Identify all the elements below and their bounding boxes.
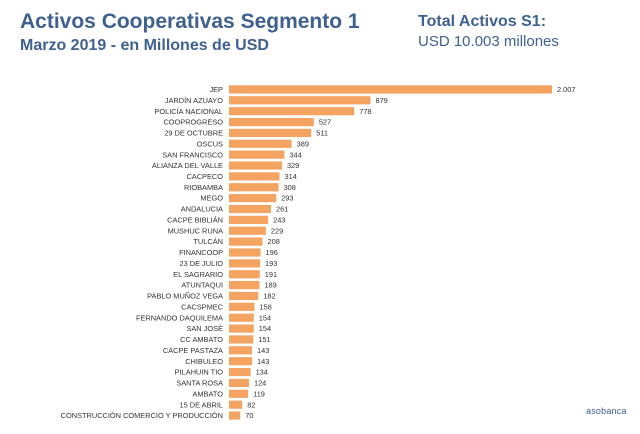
- category-label: ATUNTAQUI: [181, 281, 223, 290]
- category-label: FERNANDO DAQUILEMA: [136, 313, 223, 322]
- category-label: JARDÍN AZUAYO: [165, 96, 223, 105]
- value-label: 2.007: [557, 85, 576, 94]
- value-label: 134: [256, 368, 268, 377]
- value-label: 70: [245, 411, 253, 420]
- value-label: 243: [273, 215, 285, 224]
- bar: [229, 183, 279, 192]
- value-label: 344: [289, 150, 301, 159]
- bar: [229, 161, 282, 170]
- value-label: 879: [375, 96, 387, 105]
- bar: [229, 139, 292, 148]
- bar: [229, 357, 253, 366]
- bar: [229, 367, 251, 377]
- bar: [229, 302, 255, 311]
- total-assets-value: USD 10.003 millones: [418, 33, 559, 50]
- value-label: 329: [287, 161, 299, 170]
- bar: [229, 172, 280, 181]
- value-label: 314: [285, 172, 297, 181]
- value-label: 229: [271, 226, 283, 235]
- category-label: CHIBULEO: [185, 357, 223, 366]
- bar: [229, 117, 314, 127]
- category-label: OSCUS: [197, 139, 223, 148]
- category-label: COOPROGRESO: [163, 118, 223, 127]
- bar: [229, 128, 312, 138]
- category-label: AMBATO: [192, 389, 223, 398]
- asobanca-logo: asobanca: [586, 406, 627, 416]
- category-label: RIOBAMBA: [184, 183, 223, 192]
- bar: [229, 389, 249, 398]
- bar: [229, 226, 266, 235]
- category-label: SANTA ROSA: [176, 379, 223, 388]
- category-label: PABLO MUÑOZ VEGA: [147, 292, 223, 301]
- category-label: CACSPMEC: [181, 302, 224, 311]
- category-label: ANDALUCIA: [181, 205, 223, 214]
- chart-title: Activos Cooperativas Segmento 1: [20, 10, 360, 33]
- bar: [229, 107, 355, 116]
- category-label: 23 DE JULIO: [179, 259, 223, 268]
- category-label: FINANCOOP: [179, 248, 223, 257]
- category-label: EL SAGRARIO: [173, 270, 223, 279]
- total-assets-label: Total Activos S1:: [418, 13, 547, 30]
- value-label: 208: [267, 237, 279, 246]
- bar: [229, 96, 371, 105]
- category-label: POLICÍA NACIONAL: [154, 107, 223, 116]
- value-label: 196: [266, 248, 278, 257]
- value-label: 261: [276, 205, 288, 214]
- category-label: MEGO: [200, 194, 223, 203]
- bar: [229, 215, 269, 224]
- category-label: SAN FRANCISCO: [162, 150, 223, 159]
- value-label: 293: [281, 194, 293, 203]
- category-label: PILAHUIN TIO: [175, 368, 224, 377]
- value-label: 82: [247, 400, 255, 409]
- value-label: 189: [264, 281, 276, 290]
- category-label: SAN JOSÉ: [186, 324, 223, 333]
- bar: [229, 291, 259, 301]
- value-label: 143: [257, 357, 269, 366]
- bar: [229, 378, 249, 388]
- value-label: 511: [316, 129, 328, 138]
- bar: [229, 411, 241, 420]
- category-label: CACPECO: [186, 172, 223, 181]
- category-label: CACPE BIBLIÁN: [167, 215, 223, 224]
- value-label: 143: [257, 346, 269, 355]
- category-label: JEP: [209, 85, 223, 94]
- category-label: CONSTRUCCIÓN COMERCIO Y PRODUCCIÓN: [61, 411, 223, 420]
- category-label: 29 DE OCTUBRE: [164, 129, 223, 138]
- value-label: 527: [319, 118, 331, 127]
- value-label: 151: [258, 335, 270, 344]
- bar: [229, 346, 253, 355]
- bar: [229, 280, 260, 290]
- category-label: MUSHUC RUNA: [168, 226, 224, 235]
- bar: [229, 85, 552, 94]
- value-label: 389: [297, 139, 309, 148]
- value-label: 119: [253, 389, 265, 398]
- bar: [229, 204, 272, 214]
- bar: [229, 237, 263, 246]
- bar: [229, 194, 277, 203]
- value-label: 778: [359, 107, 371, 116]
- category-label: CACPE PASTAZA: [163, 346, 223, 355]
- bar: [229, 313, 254, 322]
- value-label: 154: [259, 313, 271, 322]
- value-label: 158: [259, 302, 271, 311]
- category-label: ALIANZA DEL VALLE: [152, 161, 223, 170]
- value-label: 124: [254, 379, 266, 388]
- category-label: 15 DE ABRIL: [179, 400, 223, 409]
- category-label: TULCÁN: [193, 237, 223, 246]
- bar: [229, 270, 260, 279]
- bar: [229, 324, 254, 333]
- value-label: 193: [265, 259, 277, 268]
- bar: [229, 259, 261, 268]
- bar: [229, 150, 285, 159]
- bar: [229, 248, 261, 257]
- bar: [229, 400, 243, 409]
- bar: [229, 335, 254, 344]
- value-label: 154: [259, 324, 271, 333]
- value-label: 308: [284, 183, 296, 192]
- category-label: CC AMBATO: [180, 335, 223, 344]
- chart-subtitle: Marzo 2019 - en Millones de USD: [20, 37, 269, 54]
- value-label: 191: [265, 270, 277, 279]
- value-label: 182: [263, 292, 275, 301]
